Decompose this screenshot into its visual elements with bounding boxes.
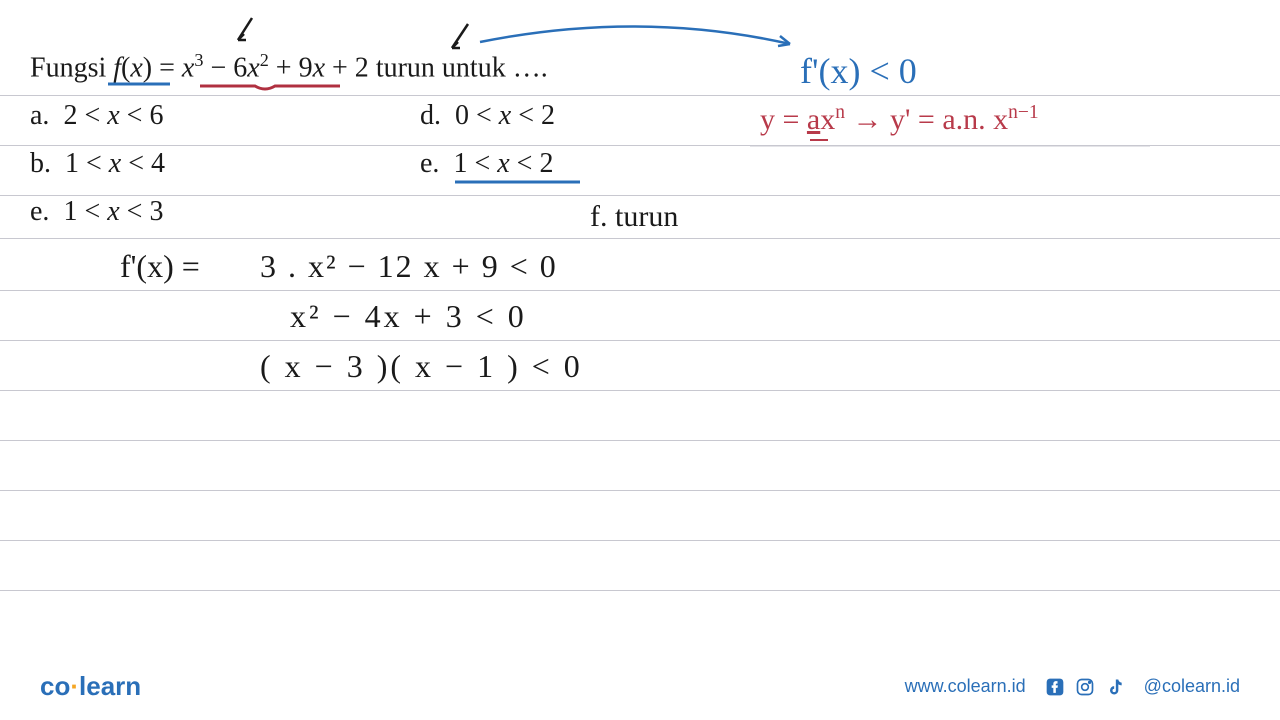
instagram-icon xyxy=(1074,676,1096,698)
footer-right: www.colearn.id @colearn.id xyxy=(905,676,1240,698)
work-line-1-rhs: 3 . x² − 12 x + 9 < 0 xyxy=(260,248,558,285)
work-line-1-lhs: f'(x) = xyxy=(120,248,200,285)
footer-url: www.colearn.id xyxy=(905,676,1026,697)
footer: co·learn www.colearn.id @colearn.id xyxy=(0,671,1280,702)
option-e-text: 1 < x < 2 xyxy=(453,148,553,179)
logo-co: co xyxy=(40,671,70,701)
option-b: b. 1 < x < 4 xyxy=(30,148,165,180)
option-e: e. 1 < x < 2 xyxy=(420,148,553,180)
derivative-rule: y = axn → y' = a.n. xn−1 xyxy=(760,102,1039,137)
annotation-svg xyxy=(0,0,1280,720)
stem-suffix: turun untuk …. xyxy=(369,52,548,83)
work-line-3: ( x − 3 )( x − 1 ) < 0 xyxy=(260,348,583,385)
option-c: e. 1 < x < 3 xyxy=(30,196,163,228)
logo-learn: learn xyxy=(79,671,141,701)
logo: co·learn xyxy=(40,671,141,702)
option-a: a. 2 < x < 6 xyxy=(30,100,163,132)
logo-dot: · xyxy=(70,671,79,701)
option-c-text: 1 < x < 3 xyxy=(63,196,163,227)
option-b-text: 1 < x < 4 xyxy=(65,148,165,179)
question-stem: Fungsi f(x) = x3 − 6x2 + 9x + 2 turun un… xyxy=(30,50,548,84)
option-d: d. 0 < x < 2 xyxy=(420,100,555,132)
f-turun-note: f. turun xyxy=(590,200,678,234)
stem-prefix: Fungsi xyxy=(30,52,113,83)
social-icons xyxy=(1044,676,1126,698)
option-a-text: 2 < x < 6 xyxy=(63,100,163,131)
facebook-icon xyxy=(1044,676,1066,698)
footer-handle: @colearn.id xyxy=(1144,676,1240,697)
option-d-text: 0 < x < 2 xyxy=(455,100,555,131)
work-line-2: x² − 4x + 3 < 0 xyxy=(290,298,527,335)
tiktok-icon xyxy=(1104,676,1126,698)
fprime-note: f'(x) < 0 xyxy=(800,50,917,92)
